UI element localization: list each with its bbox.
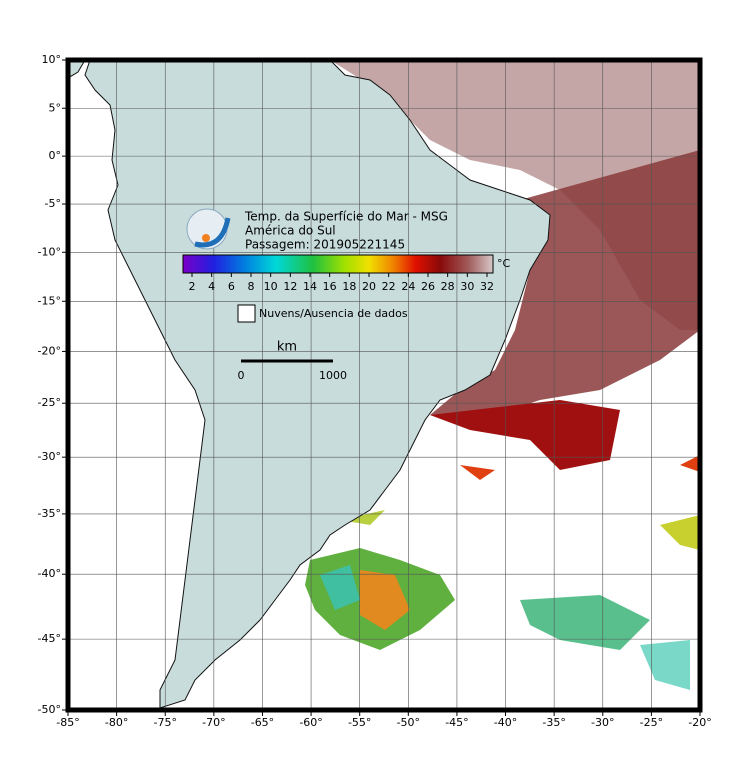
colorbar-tick-label: 22 xyxy=(382,280,396,293)
inpe-logo-dot xyxy=(202,234,210,242)
x-tick-label: -65° xyxy=(251,716,274,729)
y-tick-label: 10° xyxy=(42,53,62,66)
scale-unit: km xyxy=(277,340,297,355)
colorbar-tick-label: 4 xyxy=(208,280,215,293)
colorbar-unit: °C xyxy=(497,257,511,270)
x-tick-label: -40° xyxy=(494,716,517,729)
y-tick-label: 5° xyxy=(49,101,62,114)
y-tick-label: -10° xyxy=(38,245,61,258)
x-tick-label: -80° xyxy=(105,716,128,729)
colorbar-tick-label: 6 xyxy=(228,280,235,293)
colorbar-tick-label: 8 xyxy=(248,280,255,293)
x-tick-label: -45° xyxy=(445,716,468,729)
sst-red xyxy=(430,400,620,470)
colorbar-tick-label: 32 xyxy=(480,280,494,293)
y-tick-label: -50° xyxy=(38,703,61,716)
x-tick-label: -25° xyxy=(640,716,663,729)
sst-brown xyxy=(330,60,700,330)
sst-teal xyxy=(520,595,650,650)
colorbar-tick-label: 14 xyxy=(303,280,317,293)
colorbar-tick-label: 24 xyxy=(401,280,415,293)
map-frame xyxy=(65,57,703,713)
title-line: Passagem: 201905221145 xyxy=(245,238,405,252)
colorbar-tick-label: 2 xyxy=(189,280,196,293)
y-tick-label: -40° xyxy=(38,567,61,580)
y-tick-label: 0° xyxy=(49,149,62,162)
sst-cool-eddy xyxy=(320,565,360,610)
scale-label: 1000 xyxy=(319,369,347,382)
y-tick-label: -30° xyxy=(38,450,61,463)
x-tick-label: -30° xyxy=(591,716,614,729)
y-tick-label: -15° xyxy=(38,294,61,307)
colorbar xyxy=(182,254,494,274)
y-tick-label: -5° xyxy=(45,197,61,210)
y-tick-label: -25° xyxy=(38,396,61,409)
sst-field xyxy=(305,60,700,690)
x-tick-label: -50° xyxy=(397,716,420,729)
legend-swatch xyxy=(237,304,256,323)
title-line: Temp. da Superfície do Mar - MSG xyxy=(244,210,448,224)
inpe-logo-arrow xyxy=(194,217,231,248)
sst-yellow xyxy=(660,515,700,550)
x-tick-label: -60° xyxy=(299,716,322,729)
scale-label: 0 xyxy=(238,369,245,382)
x-tick-label: -35° xyxy=(542,716,565,729)
x-tick-label: -75° xyxy=(153,716,176,729)
y-tick-label: -20° xyxy=(38,344,61,357)
colorbar-tick-label: 12 xyxy=(283,280,297,293)
colorbar-tick-label: 30 xyxy=(460,280,474,293)
colorbar-tick-label: 20 xyxy=(362,280,376,293)
y-tick-label: -45° xyxy=(38,632,61,645)
colorbar-tick-label: 26 xyxy=(421,280,435,293)
x-tick-label: -85° xyxy=(56,716,79,729)
sst-cyan xyxy=(640,640,690,690)
x-tick-label: -55° xyxy=(348,716,371,729)
colorbar-tick-label: 28 xyxy=(441,280,455,293)
y-tick-label: -35° xyxy=(38,507,61,520)
x-tick-label: -70° xyxy=(202,716,225,729)
colorbar-ticks: 2 4 6 8 10 12 14 16 18 20 22 24 26 28 30 32 xyxy=(189,273,494,293)
x-tick-label: -20° xyxy=(688,716,711,729)
sst-warm-eddy xyxy=(360,570,410,630)
title-line: América do Sul xyxy=(245,224,336,238)
sst-darkred xyxy=(430,150,700,420)
legend-label: Nuvens/Ausencia de dados xyxy=(259,307,408,320)
colorbar-tick-label: 18 xyxy=(342,280,356,293)
colorbar-tick-label: 16 xyxy=(323,280,337,293)
colorbar-tick-label: 10 xyxy=(264,280,278,293)
